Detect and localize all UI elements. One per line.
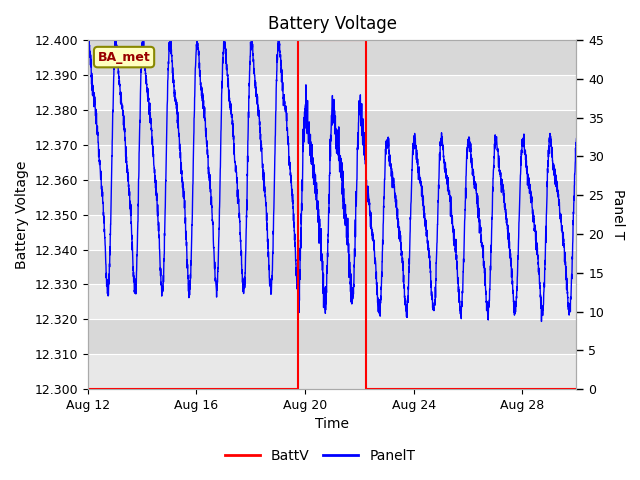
Bar xyxy=(88,354,577,389)
Bar xyxy=(88,75,577,110)
Title: Battery Voltage: Battery Voltage xyxy=(268,15,397,33)
Bar xyxy=(88,319,577,354)
Bar xyxy=(88,40,577,75)
Y-axis label: Panel T: Panel T xyxy=(611,190,625,240)
Bar xyxy=(88,145,577,180)
Legend: BattV, PanelT: BattV, PanelT xyxy=(220,443,420,468)
Bar xyxy=(88,215,577,250)
Text: BA_met: BA_met xyxy=(98,50,150,63)
Bar xyxy=(88,110,577,145)
Y-axis label: Battery Voltage: Battery Voltage xyxy=(15,160,29,269)
Bar xyxy=(88,180,577,215)
X-axis label: Time: Time xyxy=(315,418,349,432)
Bar xyxy=(88,250,577,285)
Bar xyxy=(88,285,577,319)
